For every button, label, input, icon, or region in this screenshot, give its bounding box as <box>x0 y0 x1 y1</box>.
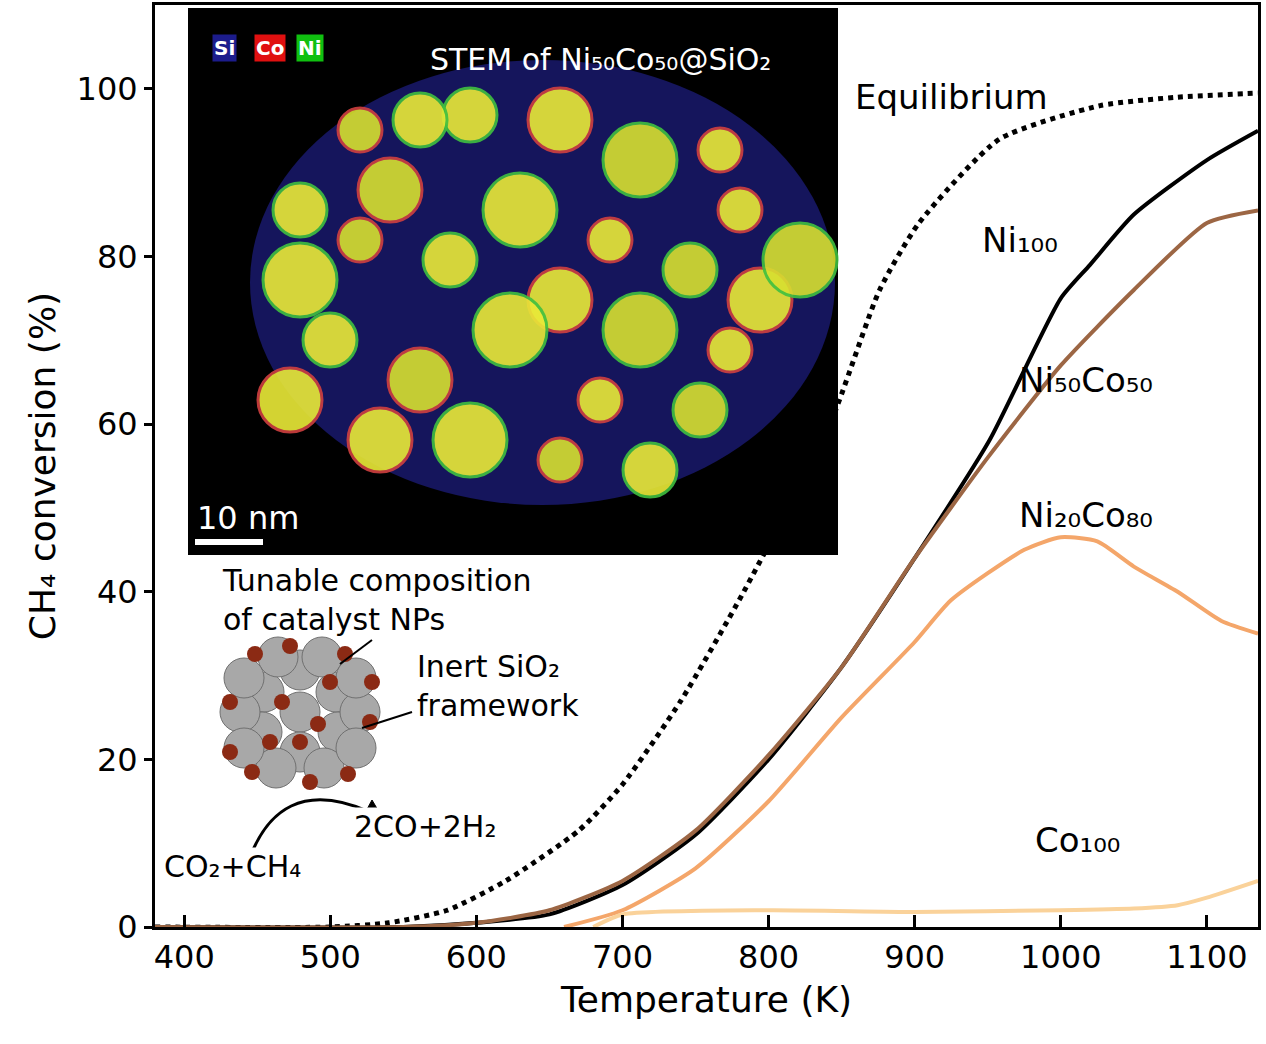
svg-text:100: 100 <box>77 70 138 108</box>
svg-text:CO₂+CH₄: CO₂+CH₄ <box>164 849 301 884</box>
svg-text:Equilibrium: Equilibrium <box>855 77 1048 117</box>
svg-text:700: 700 <box>592 938 653 976</box>
svg-text:500: 500 <box>300 938 361 976</box>
svg-text:800: 800 <box>738 938 799 976</box>
svg-text:40: 40 <box>97 573 138 611</box>
svg-text:Ni: Ni <box>298 36 322 60</box>
svg-text:2CO+2H₂: 2CO+2H₂ <box>354 809 496 844</box>
svg-text:60: 60 <box>97 405 138 443</box>
svg-text:Temperature (K): Temperature (K) <box>560 979 852 1020</box>
svg-text:0: 0 <box>117 908 137 946</box>
svg-text:1100: 1100 <box>1166 938 1247 976</box>
svg-text:Co₁₀₀: Co₁₀₀ <box>1035 820 1120 860</box>
svg-text:10 nm: 10 nm <box>197 499 299 537</box>
svg-text:CH₄ conversion (%): CH₄ conversion (%) <box>22 292 63 640</box>
svg-text:Ni₁₀₀: Ni₁₀₀ <box>982 220 1058 260</box>
svg-text:Co: Co <box>256 36 284 60</box>
svg-text:400: 400 <box>154 938 215 976</box>
svg-text:Ni₂₀Co₈₀: Ni₂₀Co₈₀ <box>1019 495 1153 535</box>
svg-text:STEM of Ni₅₀Co₅₀@SiO₂: STEM of Ni₅₀Co₅₀@SiO₂ <box>430 42 771 77</box>
svg-text:900: 900 <box>884 938 945 976</box>
svg-text:20: 20 <box>97 741 138 779</box>
svg-text:1000: 1000 <box>1020 938 1101 976</box>
svg-text:Inert SiO₂framework: Inert SiO₂framework <box>417 649 579 723</box>
svg-text:Ni₅₀Co₅₀: Ni₅₀Co₅₀ <box>1019 360 1153 400</box>
svg-text:600: 600 <box>446 938 507 976</box>
svg-text:80: 80 <box>97 238 138 276</box>
svg-text:Si: Si <box>214 36 235 60</box>
svg-text:Tunable compositionof catalyst: Tunable compositionof catalyst NPs <box>222 563 531 637</box>
